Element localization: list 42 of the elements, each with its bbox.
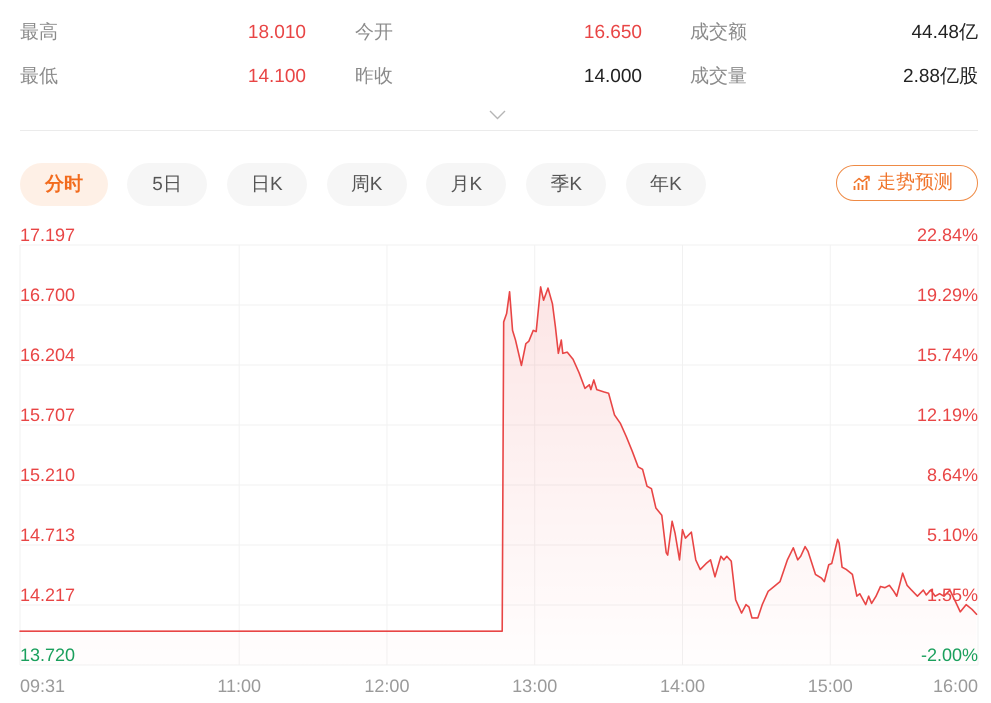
y2-tick-label: 19.29% (916, 285, 978, 306)
text: 成交量 (690, 65, 747, 89)
text: 昨收 (355, 65, 393, 89)
y2-tick-label: 12.19% (916, 405, 978, 426)
text: 18.010 (248, 21, 306, 45)
text: 44.48亿 (911, 21, 978, 45)
button: 走势预测 (836, 165, 978, 201)
y-tick-label: 14.217 (20, 584, 76, 605)
text: 今开 (355, 21, 393, 45)
y-tick-label: 17.197 (20, 225, 76, 245)
tab: 周K (326, 163, 407, 206)
text: 14.100 (248, 65, 306, 89)
tab: 年K (626, 163, 706, 206)
text: 16.650 (584, 21, 642, 45)
y2-tick-label: 8.64% (926, 465, 978, 486)
y2-tick-label: -2.00% (920, 645, 978, 665)
tab: 季K (526, 163, 606, 206)
x-tick-label: 12:00 (364, 676, 410, 696)
x-tick-label: 15:00 (808, 676, 853, 696)
y2-tick-label: 22.84% (916, 225, 978, 245)
x-tick-label: 14:00 (660, 676, 705, 696)
y-tick-label: 16.700 (20, 285, 76, 306)
y2-tick-label: 5.10% (926, 524, 978, 545)
x-tick-label: 11:00 (217, 676, 262, 696)
tab: 月K (426, 163, 506, 206)
y-tick-label: 13.720 (20, 645, 76, 665)
text: 成交额 (690, 21, 747, 45)
tab: 分时 (20, 163, 108, 206)
text: 14.000 (584, 65, 642, 89)
y-tick-label: 15.210 (20, 465, 76, 486)
text: 最高 (20, 21, 58, 45)
y2-tick-label: 15.74% (916, 345, 978, 366)
y-tick-label: 15.707 (20, 404, 76, 425)
x-tick-label: 13:00 (512, 676, 558, 696)
x-tick-label: 09:31 (20, 676, 66, 696)
x-tick-label: 16:00 (932, 676, 978, 696)
text: 2.88亿股 (903, 65, 978, 89)
y-tick-label: 14.713 (20, 525, 76, 546)
tab: 5日 (127, 163, 207, 206)
text: 最低 (20, 65, 58, 89)
y-tick-label: 16.204 (20, 344, 76, 365)
tab: 日K (226, 163, 307, 206)
